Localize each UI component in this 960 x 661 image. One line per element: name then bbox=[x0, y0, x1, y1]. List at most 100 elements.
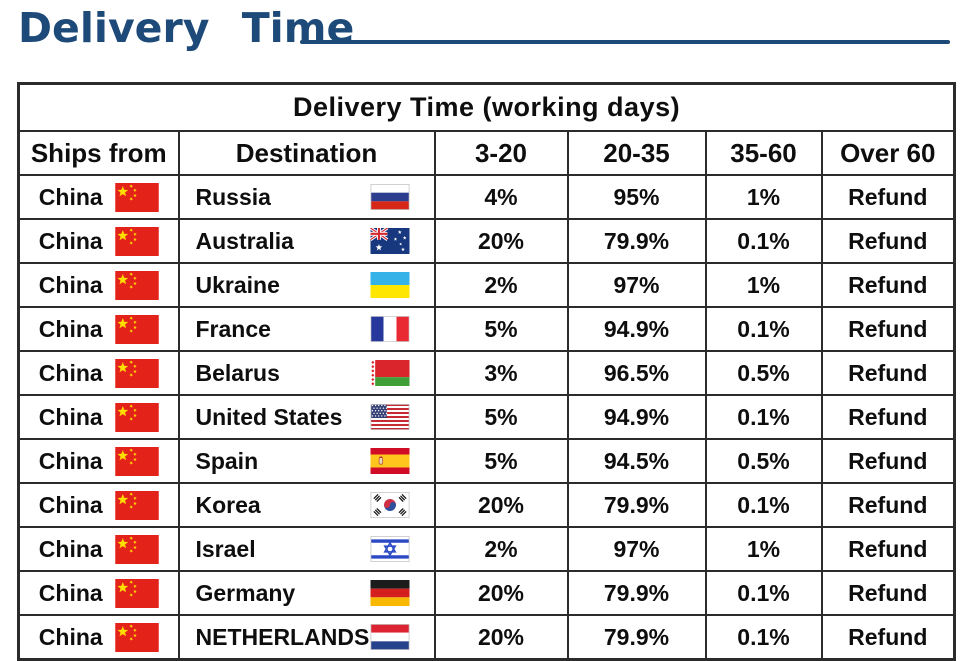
table-row: China Ukraine 2% 97% 1% Refund bbox=[17, 262, 956, 308]
over-60-cell: Refund bbox=[820, 438, 956, 484]
france-flag-icon bbox=[370, 316, 410, 342]
china-flag-icon bbox=[114, 402, 159, 432]
pct-35-60-cell: 0.1% bbox=[704, 614, 823, 661]
pct-3-20-cell: 5% bbox=[433, 438, 569, 484]
ships-from-cell: China bbox=[17, 614, 180, 661]
destination-label: NETHERLANDS bbox=[195, 623, 370, 650]
ships-from-cell: China bbox=[17, 262, 180, 308]
destination-label: Spain bbox=[195, 447, 259, 474]
ships-from-label: China bbox=[38, 535, 103, 562]
pct-3-20-cell: 2% bbox=[433, 262, 569, 308]
pct-3-20-cell: 2% bbox=[433, 526, 569, 572]
ships-from-cell: China bbox=[17, 526, 180, 572]
ships-from-cell: China bbox=[17, 350, 180, 396]
pct-35-60-cell: 1% bbox=[704, 526, 823, 572]
over-60-cell: Refund bbox=[820, 218, 956, 264]
table-row: China France 5% 94.9% 0.1% Refund bbox=[17, 306, 956, 352]
ships-from-cell: China bbox=[17, 438, 180, 484]
table-row: China Korea 20% 79.9% 0.1% Refund bbox=[17, 482, 956, 528]
pct-20-35-cell: 97% bbox=[566, 526, 707, 572]
pct-20-35-cell: 79.9% bbox=[566, 218, 707, 264]
ships-from-label: China bbox=[38, 227, 103, 254]
pct-35-60-cell: 0.1% bbox=[704, 482, 823, 528]
pct-35-60-cell: 0.1% bbox=[704, 570, 823, 616]
over-60-cell: Refund bbox=[820, 174, 956, 220]
pct-35-60-cell: 1% bbox=[704, 174, 823, 220]
ships-from-label: China bbox=[38, 315, 103, 342]
china-flag-icon bbox=[114, 578, 159, 608]
ships-from-cell: China bbox=[17, 306, 180, 352]
ships-from-label: China bbox=[38, 359, 103, 386]
china-flag-icon bbox=[114, 226, 159, 256]
ships-from-label: China bbox=[38, 491, 103, 518]
destination-cell: Korea bbox=[177, 482, 436, 528]
pct-35-60-cell: 0.5% bbox=[704, 350, 823, 396]
destination-label: United States bbox=[195, 403, 343, 430]
ships-from-label: China bbox=[38, 271, 103, 298]
pct-20-35-cell: 94.9% bbox=[566, 306, 707, 352]
column-header-35-60: 35-60 bbox=[704, 130, 823, 176]
title-divider-line bbox=[300, 40, 950, 44]
ships-from-label: China bbox=[38, 183, 103, 210]
pct-20-35-cell: 79.9% bbox=[566, 570, 707, 616]
destination-label: France bbox=[195, 315, 271, 342]
china-flag-icon bbox=[114, 182, 159, 212]
destination-cell: NETHERLANDS bbox=[177, 614, 436, 661]
over-60-cell: Refund bbox=[820, 394, 956, 440]
pct-20-35-cell: 95% bbox=[566, 174, 707, 220]
over-60-cell: Refund bbox=[820, 482, 956, 528]
china-flag-icon bbox=[114, 534, 159, 564]
ships-from-cell: China bbox=[17, 218, 180, 264]
china-flag-icon bbox=[114, 270, 159, 300]
pct-3-20-cell: 20% bbox=[433, 482, 569, 528]
pct-3-20-cell: 20% bbox=[433, 614, 569, 661]
pct-20-35-cell: 97% bbox=[566, 262, 707, 308]
ships-from-label: China bbox=[38, 447, 103, 474]
destination-label: Belarus bbox=[195, 359, 280, 386]
over-60-cell: Refund bbox=[820, 570, 956, 616]
destination-label: Australia bbox=[195, 227, 294, 254]
destination-cell: Ukraine bbox=[177, 262, 436, 308]
pct-3-20-cell: 5% bbox=[433, 394, 569, 440]
table-row: China United States 5% 94.9% 0.1% Refund bbox=[17, 394, 956, 440]
column-header-ships-from: Ships from bbox=[17, 130, 180, 176]
over-60-cell: Refund bbox=[820, 526, 956, 572]
pct-3-20-cell: 3% bbox=[433, 350, 569, 396]
spain-flag-icon bbox=[370, 448, 410, 474]
column-header-destination: Destination bbox=[177, 130, 436, 176]
israel-flag-icon bbox=[370, 536, 410, 562]
china-flag-icon bbox=[114, 622, 159, 652]
table-row: China Belarus 3% 96.5% 0.5% Refund bbox=[17, 350, 956, 396]
column-header-3-20: 3-20 bbox=[433, 130, 569, 176]
korea-flag-icon bbox=[370, 492, 410, 518]
destination-label: Russia bbox=[195, 183, 271, 210]
column-header-20-35: 20-35 bbox=[566, 130, 707, 176]
pct-35-60-cell: 0.1% bbox=[704, 394, 823, 440]
netherlands-flag-icon bbox=[370, 624, 410, 650]
pct-20-35-cell: 96.5% bbox=[566, 350, 707, 396]
belarus-flag-icon bbox=[370, 360, 410, 386]
china-flag-icon bbox=[114, 314, 159, 344]
pct-20-35-cell: 79.9% bbox=[566, 614, 707, 661]
china-flag-icon bbox=[114, 446, 159, 476]
pct-3-20-cell: 20% bbox=[433, 570, 569, 616]
destination-label: Germany bbox=[195, 579, 296, 606]
table-row: China NETHERLANDS 20% 79.9% 0.1% Refund bbox=[17, 614, 956, 661]
delivery-time-table: Delivery Time (working days) Ships from D… bbox=[17, 82, 957, 661]
destination-cell: Germany bbox=[177, 570, 436, 616]
destination-label: Israel bbox=[195, 535, 256, 562]
over-60-cell: Refund bbox=[820, 262, 956, 308]
pct-3-20-cell: 5% bbox=[433, 306, 569, 352]
destination-label: Ukraine bbox=[195, 271, 280, 298]
ukraine-flag-icon bbox=[370, 272, 410, 298]
pct-20-35-cell: 79.9% bbox=[566, 482, 707, 528]
destination-cell: United States bbox=[177, 394, 436, 440]
russia-flag-icon bbox=[370, 184, 410, 210]
pct-35-60-cell: 0.1% bbox=[704, 218, 823, 264]
united-states-flag-icon bbox=[370, 404, 410, 430]
ships-from-label: China bbox=[38, 623, 103, 650]
ships-from-cell: China bbox=[17, 482, 180, 528]
table-row: China Australia 20% 79.9% 0.1% Refund bbox=[17, 218, 956, 264]
pct-35-60-cell: 0.5% bbox=[704, 438, 823, 484]
over-60-cell: Refund bbox=[820, 306, 956, 352]
